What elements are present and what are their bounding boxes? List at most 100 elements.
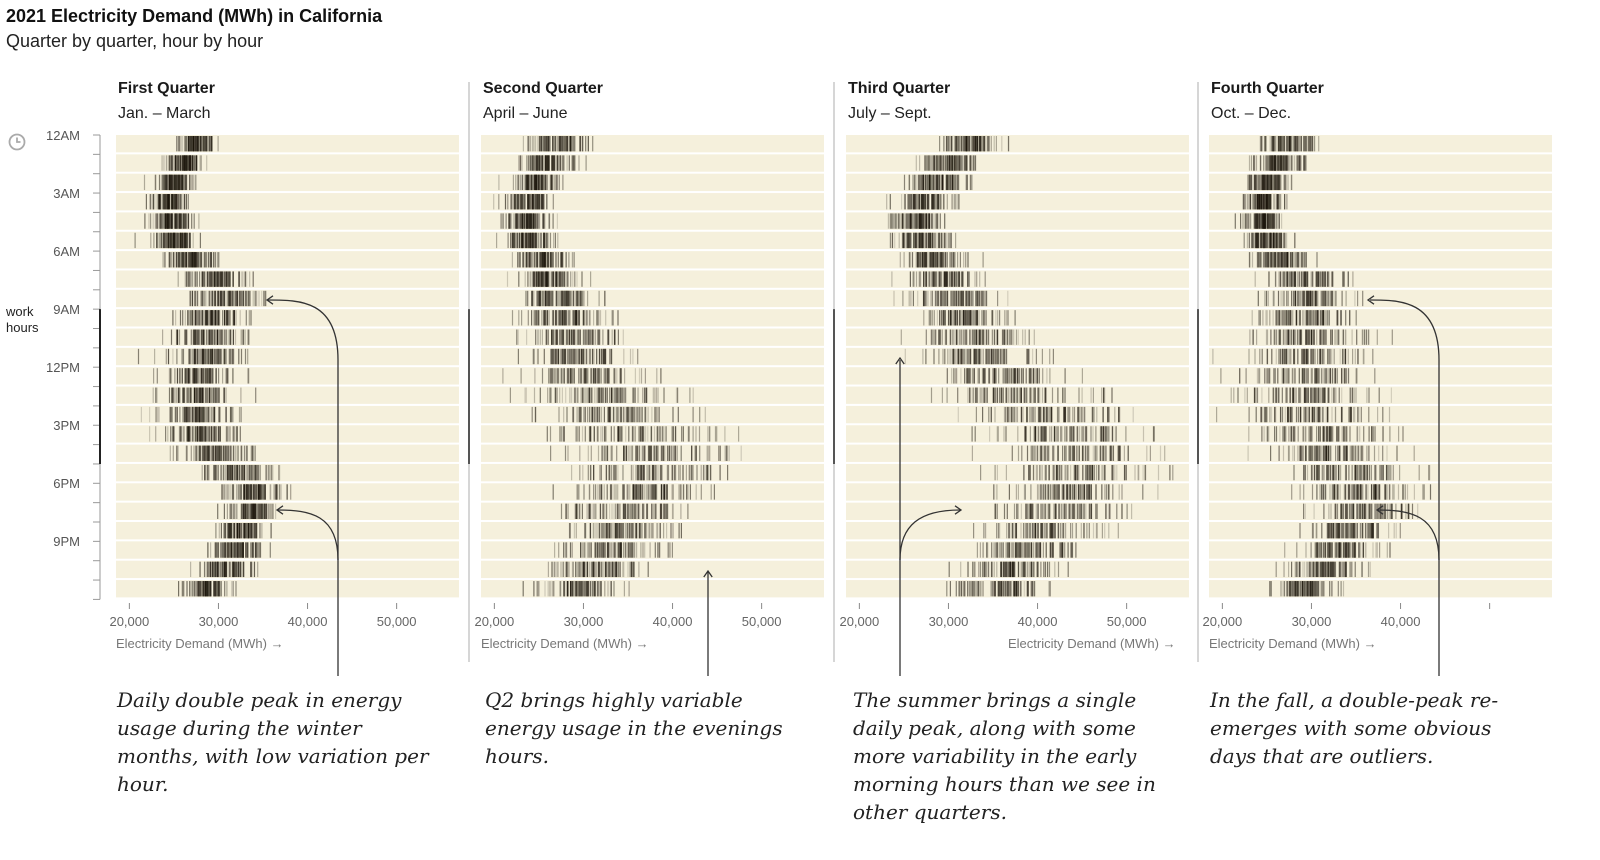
demand-mark	[215, 581, 217, 597]
demand-mark	[625, 426, 627, 442]
demand-mark	[634, 387, 636, 403]
demand-mark	[187, 310, 189, 326]
demand-mark	[202, 271, 204, 287]
demand-mark	[187, 387, 190, 403]
demand-mark	[195, 445, 197, 461]
demand-mark	[219, 348, 221, 365]
demand-mark	[531, 174, 533, 191]
demand-mark	[170, 329, 173, 345]
demand-mark	[225, 523, 227, 539]
demand-mark	[642, 464, 644, 481]
demand-mark	[570, 136, 572, 152]
demand-mark	[226, 581, 228, 597]
demand-mark	[193, 329, 195, 345]
demand-mark	[700, 484, 702, 500]
demand-mark	[598, 348, 600, 365]
demand-mark	[210, 271, 212, 287]
hour-band	[481, 173, 824, 192]
demand-mark	[187, 426, 189, 442]
demand-mark	[232, 368, 234, 384]
demand-mark	[947, 174, 949, 191]
demand-mark	[179, 368, 182, 384]
demand-mark	[217, 426, 219, 442]
demand-mark	[534, 155, 536, 171]
demand-mark	[962, 155, 964, 171]
demand-mark	[279, 464, 281, 481]
demand-mark	[170, 213, 172, 229]
demand-mark	[200, 368, 202, 384]
demand-mark	[237, 542, 239, 558]
demand-mark	[186, 232, 188, 249]
demand-mark	[209, 271, 211, 287]
demand-mark	[666, 464, 668, 481]
demand-mark	[558, 136, 560, 152]
demand-mark	[259, 484, 261, 500]
demand-mark	[937, 194, 939, 210]
demand-mark	[221, 329, 223, 345]
demand-mark	[586, 503, 588, 519]
demand-mark	[222, 271, 224, 287]
demand-mark	[260, 484, 262, 500]
demand-mark	[172, 387, 174, 403]
demand-mark	[251, 503, 253, 519]
demand-mark	[213, 581, 215, 597]
demand-mark	[969, 136, 971, 152]
demand-mark	[955, 194, 957, 210]
hour-band	[846, 251, 1189, 269]
demand-mark	[212, 290, 214, 307]
demand-mark	[534, 155, 536, 171]
demand-mark	[210, 406, 212, 423]
demand-mark	[164, 232, 166, 249]
demand-mark	[942, 155, 944, 171]
demand-mark	[193, 368, 195, 384]
demand-mark	[232, 503, 234, 519]
demand-mark	[542, 136, 544, 152]
demand-mark	[194, 155, 196, 171]
demand-mark	[580, 387, 582, 403]
demand-mark	[159, 213, 161, 229]
demand-mark	[255, 523, 257, 539]
demand-mark	[254, 503, 256, 519]
demand-mark	[186, 329, 188, 345]
demand-mark	[222, 310, 224, 326]
demand-mark	[225, 387, 227, 403]
demand-mark	[201, 329, 203, 345]
demand-mark	[554, 542, 556, 558]
demand-mark	[264, 503, 266, 519]
demand-mark	[594, 542, 596, 558]
demand-mark	[172, 252, 174, 268]
demand-mark	[241, 464, 243, 481]
demand-mark	[162, 174, 164, 191]
demand-mark	[602, 542, 604, 558]
demand-mark	[242, 542, 244, 558]
demand-mark	[165, 232, 167, 249]
demand-mark	[217, 445, 219, 461]
demand-mark	[170, 368, 172, 384]
demand-mark	[236, 542, 238, 558]
demand-mark	[286, 484, 288, 500]
demand-mark	[224, 368, 227, 384]
demand-mark	[195, 368, 197, 384]
demand-mark	[225, 271, 227, 287]
demand-mark	[205, 368, 207, 384]
demand-mark	[234, 290, 236, 307]
demand-mark	[210, 329, 212, 345]
demand-mark	[172, 213, 174, 229]
demand-mark	[172, 174, 175, 191]
demand-mark	[206, 406, 208, 423]
demand-mark	[638, 426, 640, 442]
demand-mark	[210, 581, 212, 597]
demand-mark	[532, 136, 534, 152]
demand-mark	[558, 174, 560, 191]
demand-mark	[653, 426, 656, 442]
demand-mark	[909, 232, 911, 249]
demand-mark	[228, 542, 230, 558]
demand-mark	[275, 484, 277, 500]
demand-mark	[243, 464, 245, 481]
demand-mark	[496, 232, 498, 249]
demand-mark	[589, 426, 591, 442]
demand-mark	[205, 445, 207, 461]
demand-mark	[522, 581, 524, 597]
demand-mark	[620, 406, 622, 423]
demand-mark	[196, 387, 198, 403]
